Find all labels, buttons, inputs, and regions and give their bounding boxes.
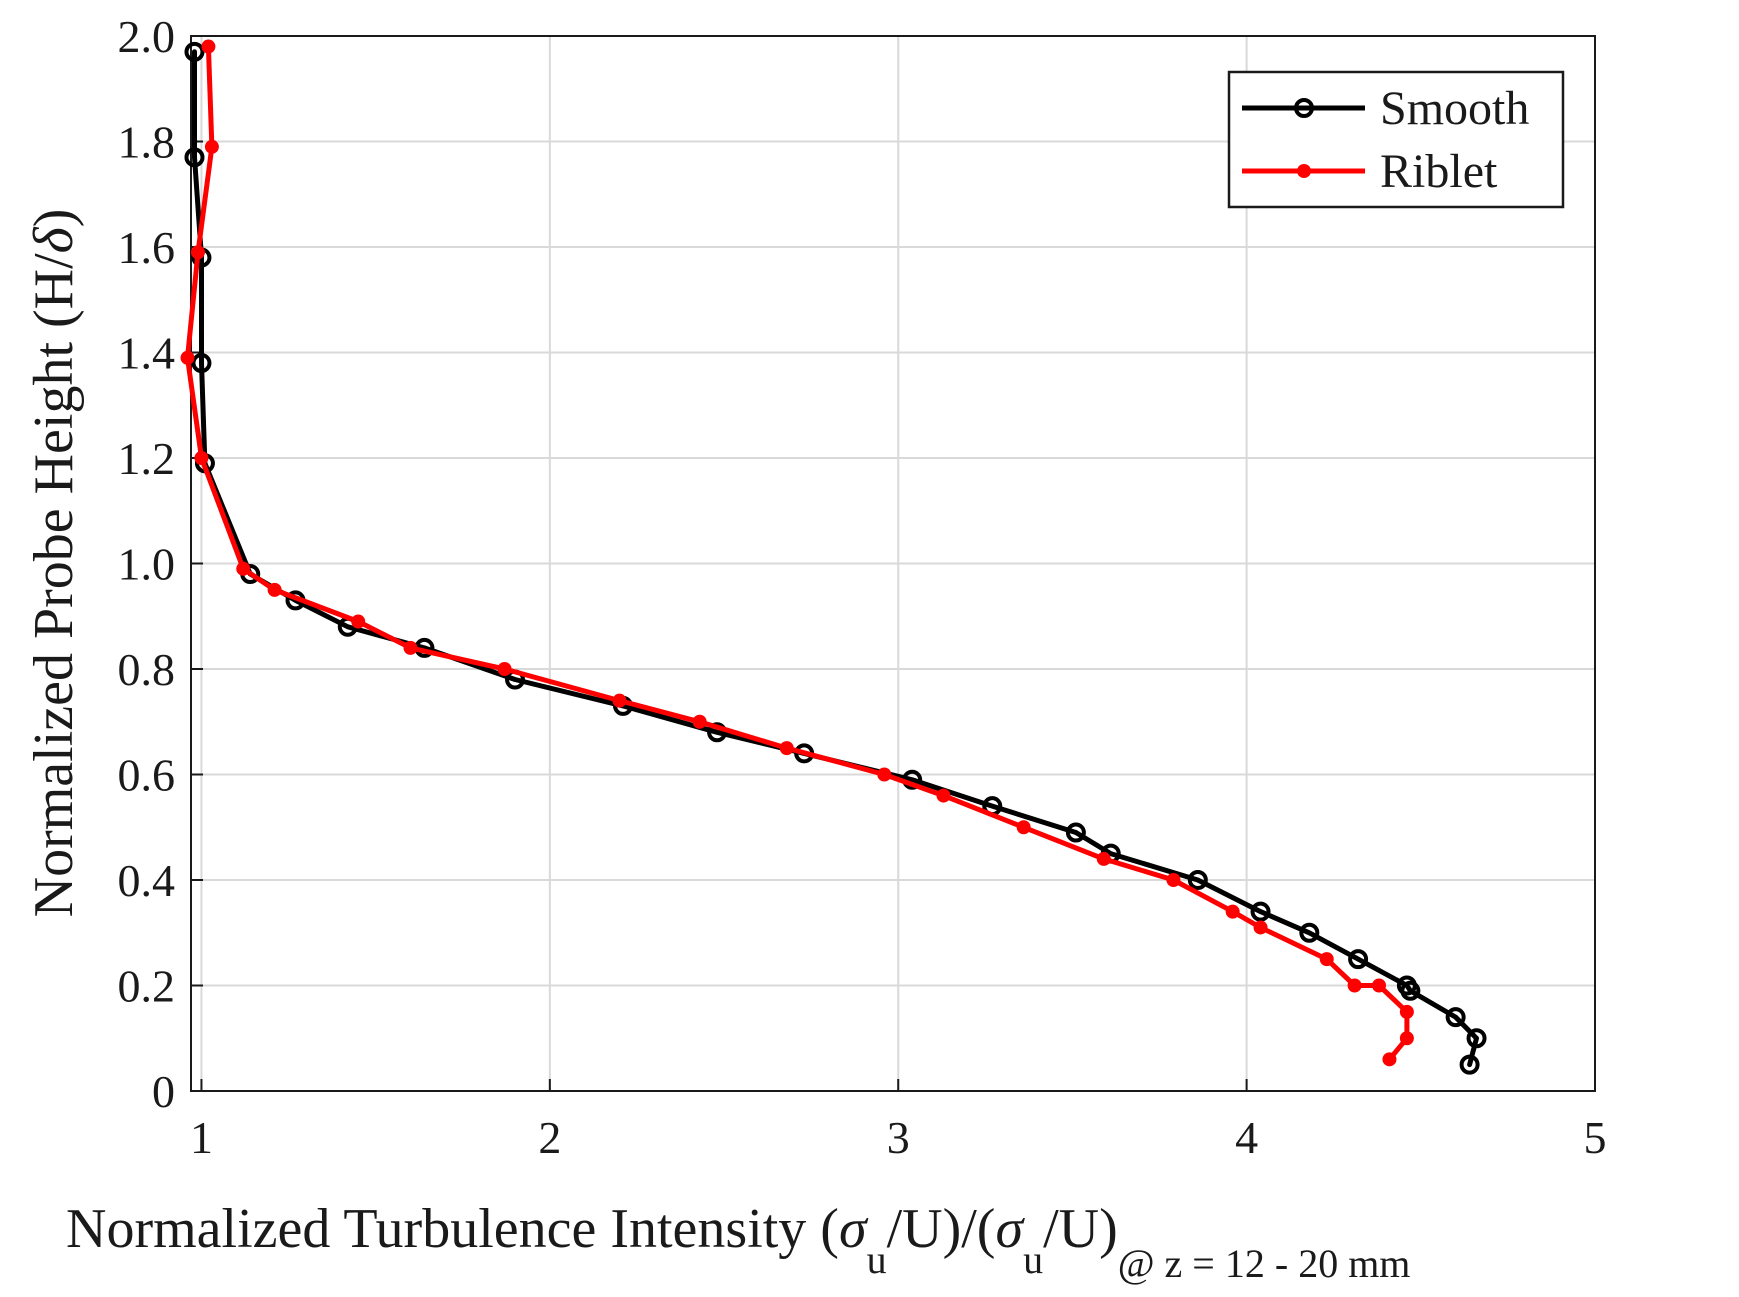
data-point-riblet — [204, 139, 219, 154]
data-point-riblet — [1225, 904, 1240, 919]
data-point-smooth — [1065, 822, 1086, 843]
legend-riblet-marker — [1297, 164, 1311, 178]
data-point-riblet — [1372, 978, 1386, 993]
data-point-riblet — [201, 39, 216, 54]
y-tick-label: 0.8 — [118, 644, 176, 695]
data-point-smooth — [184, 147, 205, 168]
legend-smooth-label: Smooth — [1380, 82, 1529, 135]
data-point-riblet — [1399, 1004, 1414, 1019]
x-axis-title: Normalized Turbulence Intensity (σu/U)/(… — [66, 1198, 1410, 1286]
series — [180, 39, 1487, 1075]
data-point-smooth — [1459, 1054, 1480, 1075]
legend: Smooth Riblet — [1227, 70, 1565, 209]
data-point-riblet — [779, 741, 794, 756]
x-tick-label: 3 — [887, 1112, 910, 1163]
y-tick-label: 1.2 — [118, 433, 176, 484]
series-riblet — [180, 39, 1414, 1067]
y-tick-label: 0 — [152, 1066, 175, 1117]
x-tick-label: 2 — [538, 1112, 561, 1163]
y-tick-label: 0.6 — [118, 750, 176, 801]
ticks: 1 2 3 4 5 0 0.2 0.4 0.6 0.8 1.0 1.2 1.4 1.6 1.8 2.0 — [118, 11, 1607, 1163]
x-tick-label: 5 — [1584, 1112, 1607, 1163]
data-point-riblet — [1399, 1031, 1414, 1046]
data-point-smooth — [1187, 870, 1208, 890]
y-tick-label: 0.4 — [118, 855, 176, 906]
data-point-riblet — [612, 693, 627, 708]
y-tick-label: 1.4 — [118, 328, 176, 379]
data-point-smooth — [1445, 1007, 1466, 1028]
data-point-riblet — [877, 767, 892, 782]
y-tick-label: 1.8 — [118, 117, 176, 168]
data-point-riblet — [190, 245, 205, 260]
series-line-riblet — [185, 44, 1410, 1062]
data-point-smooth — [1466, 1028, 1487, 1049]
x-tick-label: 4 — [1235, 1112, 1258, 1163]
legend-smooth-marker — [1294, 98, 1314, 118]
y-tick-label: 1.6 — [118, 222, 176, 273]
data-point-riblet — [180, 350, 195, 365]
x-tick-label: 1 — [190, 1112, 213, 1163]
data-point-smooth — [191, 353, 212, 374]
data-point-smooth — [707, 722, 728, 743]
data-point-smooth — [184, 41, 205, 62]
data-point-smooth — [1299, 922, 1320, 943]
data-point-riblet — [1319, 952, 1334, 967]
data-point-smooth — [1250, 901, 1271, 922]
data-point-riblet — [936, 788, 951, 803]
legend-box — [1227, 70, 1565, 209]
data-point-riblet — [1347, 978, 1362, 993]
data-point-smooth — [1348, 949, 1369, 970]
y-tick-label: 0.2 — [118, 961, 176, 1012]
data-point-riblet — [1382, 1052, 1397, 1067]
data-point-riblet — [1016, 820, 1031, 835]
data-point-riblet — [267, 582, 282, 597]
data-point-smooth — [1400, 980, 1421, 1001]
data-point-riblet — [1253, 920, 1268, 935]
y-tick-label: 1.0 — [118, 539, 176, 590]
legend-riblet-label: Riblet — [1380, 145, 1498, 198]
data-point-riblet — [1166, 873, 1181, 887]
data-point-riblet — [497, 662, 512, 676]
data-point-riblet — [1096, 851, 1111, 866]
data-point-riblet — [194, 451, 209, 465]
data-point-riblet — [403, 640, 418, 655]
y-axis-title: Normalized Probe Height (H/δ) — [23, 209, 85, 918]
data-point-riblet — [236, 561, 251, 576]
data-point-riblet — [351, 614, 366, 629]
data-point-riblet — [692, 714, 707, 729]
y-tick-label: 2.0 — [118, 11, 176, 62]
